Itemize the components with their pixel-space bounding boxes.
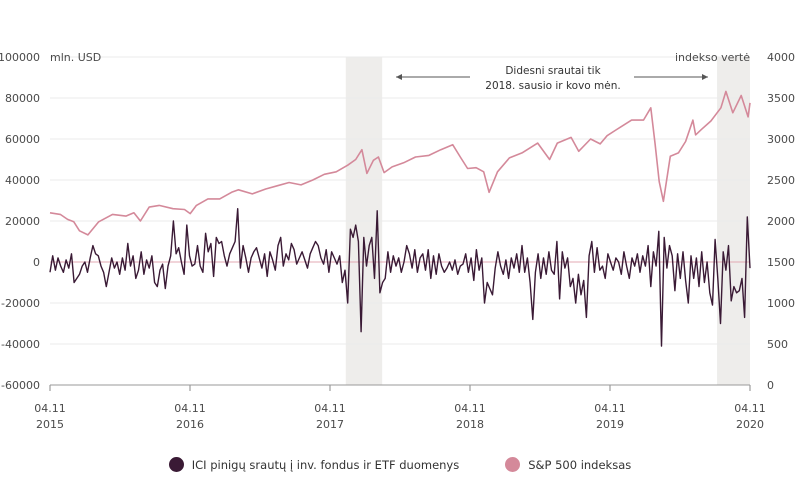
x-tick-date: 04.11	[734, 402, 766, 415]
legend: ICI pinigų srautų į inv. fondus ir ETF d…	[0, 457, 800, 472]
left-tick-label: 80000	[5, 92, 40, 105]
x-tick-year: 2019	[596, 418, 624, 431]
x-tick-date: 04.11	[34, 402, 66, 415]
annotation: Didesni srautai tik 2018. sausio ir kovo…	[396, 65, 708, 92]
left-tick-label: 60000	[5, 133, 40, 146]
left-tick-label: 0	[33, 256, 40, 269]
left-tick-label: 20000	[5, 215, 40, 228]
left-tick-label: -40000	[1, 338, 40, 351]
legend-item-sp500[interactable]: S&P 500 indeksas	[505, 457, 631, 472]
left-tick-label: 100000	[0, 51, 40, 64]
x-tick-year: 2017	[316, 418, 344, 431]
left-tick-label: -60000	[1, 379, 40, 392]
legend-label-sp500: S&P 500 indeksas	[528, 458, 631, 472]
right-tick-label: 3500	[767, 92, 795, 105]
right-tick-label: 0	[767, 379, 774, 392]
right-tick-label: 2000	[767, 215, 795, 228]
x-tick-date: 04.11	[594, 402, 626, 415]
right-tick-label: 1000	[767, 297, 795, 310]
left-tick-label: -20000	[1, 297, 40, 310]
annotation-arrowhead-left	[396, 74, 402, 80]
annotation-arrowhead-right	[702, 74, 708, 80]
series-line-sp500	[50, 91, 750, 235]
legend-label-ici: ICI pinigų srautų į inv. fondus ir ETF d…	[192, 458, 460, 472]
x-tick-year: 2020	[736, 418, 764, 431]
x-tick-year: 2018	[456, 418, 484, 431]
right-axis-unit: indekso vertė	[675, 51, 750, 64]
x-tick-date: 04.11	[454, 402, 486, 415]
annotation-line-1: Didesni srautai tik	[505, 65, 601, 77]
right-tick-label: 4000	[767, 51, 795, 64]
right-tick-label: 3000	[767, 133, 795, 146]
right-tick-label: 1500	[767, 256, 795, 269]
x-tick-year: 2016	[176, 418, 204, 431]
x-tick-year: 2015	[36, 418, 64, 431]
right-tick-label: 500	[767, 338, 788, 351]
chart: -60000-40000-200000200004000060000800001…	[0, 0, 800, 450]
series-line-ici	[50, 209, 750, 346]
annotation-line-2: 2018. sausio ir kovo mėn.	[485, 80, 620, 92]
left-tick-label: 40000	[5, 174, 40, 187]
right-tick-label: 2500	[767, 174, 795, 187]
legend-item-ici[interactable]: ICI pinigų srautų į inv. fondus ir ETF d…	[169, 457, 460, 472]
x-tick-date: 04.11	[174, 402, 206, 415]
x-tick-date: 04.11	[314, 402, 346, 415]
legend-swatch-ici	[169, 457, 184, 472]
left-axis-unit: mln. USD	[50, 51, 101, 64]
legend-swatch-sp500	[505, 457, 520, 472]
